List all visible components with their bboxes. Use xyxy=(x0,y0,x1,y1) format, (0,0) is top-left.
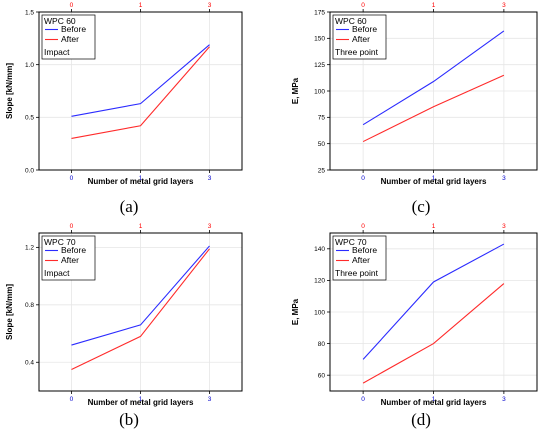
top-x-tick-label: 3 xyxy=(502,223,506,230)
y-tick-label: 60 xyxy=(318,373,326,380)
y-tick-label: 1.0 xyxy=(25,62,34,69)
chart-panel: 25 50 75 100 125 150 175 0 0 1 1 3 3 Number of metal … xyxy=(291,2,538,216)
legend-title: WPC 70 xyxy=(44,237,76,247)
top-x-tick-label: 0 xyxy=(361,223,365,230)
legend-entry: After xyxy=(61,34,79,44)
x-tick-label: 0 xyxy=(70,396,74,403)
legend-box xyxy=(332,14,387,60)
y-tick-label: 50 xyxy=(318,141,326,148)
y-tick-label: 175 xyxy=(314,9,325,16)
chart-panel: 60 80 100 120 140 0 0 1 1 3 3 Number of metal grid … xyxy=(291,223,538,429)
series-line-before xyxy=(71,245,210,346)
series-line-before xyxy=(362,30,505,126)
y-tick-label: 100 xyxy=(314,88,325,95)
x-tick-label: 1 xyxy=(139,175,143,182)
y-tick-label: 0.0 xyxy=(25,167,34,174)
y-axis-label: Slope [kN/mm] xyxy=(5,63,14,119)
chart-panel: 0.0 0.5 1.0 1.5 0 0 1 1 3 3 Number of metal grid l… xyxy=(5,2,243,216)
top-x-tick-label: 3 xyxy=(208,223,212,230)
y-tick-label: 1.2 xyxy=(25,245,34,252)
legend-note: Three point xyxy=(335,47,379,57)
legend-title: WPC 70 xyxy=(335,237,367,247)
top-x-tick-label: 0 xyxy=(361,2,365,9)
x-tick-label: 3 xyxy=(208,396,212,403)
y-axis-label: E, MPa xyxy=(291,298,300,325)
x-axis-label: Number of metal grid layers xyxy=(381,177,487,186)
series-line-after xyxy=(71,46,210,139)
x-tick-label: 1 xyxy=(432,175,436,182)
y-tick-label: 75 xyxy=(318,115,326,122)
x-axis-label: Number of metal grid layers xyxy=(88,398,194,407)
x-tick-label: 0 xyxy=(70,175,74,182)
y-tick-label: 100 xyxy=(314,309,325,316)
x-tick-label: 0 xyxy=(361,396,365,403)
top-x-tick-label: 3 xyxy=(208,2,212,9)
legend-note: Impact xyxy=(44,268,70,278)
x-tick-label: 1 xyxy=(432,396,436,403)
top-x-tick-label: 0 xyxy=(70,2,74,9)
legend-entry: Before xyxy=(352,24,377,34)
legend-box xyxy=(41,14,96,60)
legend-entry: After xyxy=(61,255,79,265)
x-tick-label: 3 xyxy=(502,396,506,403)
series-line-after xyxy=(362,283,505,384)
legend-entry: After xyxy=(352,34,370,44)
y-tick-label: 120 xyxy=(314,278,325,285)
series-line-after xyxy=(71,248,210,370)
y-tick-label: 125 xyxy=(314,62,325,69)
x-tick-label: 3 xyxy=(208,175,212,182)
panel-label: (a) xyxy=(120,197,139,216)
top-x-tick-label: 1 xyxy=(432,223,436,230)
y-tick-label: 0.5 xyxy=(25,115,34,122)
legend-box xyxy=(332,235,387,281)
series-line-before xyxy=(362,243,505,360)
y-tick-label: 25 xyxy=(318,167,326,174)
x-tick-label: 1 xyxy=(139,396,143,403)
y-tick-label: 0.8 xyxy=(25,302,34,309)
y-tick-label: 80 xyxy=(318,341,326,348)
legend-note: Impact xyxy=(44,47,70,57)
panel-label: (c) xyxy=(412,197,431,216)
top-x-tick-label: 1 xyxy=(432,2,436,9)
legend-note: Three point xyxy=(335,268,379,278)
top-x-tick-label: 0 xyxy=(70,223,74,230)
x-tick-label: 0 xyxy=(361,175,365,182)
y-tick-label: 150 xyxy=(314,36,325,43)
y-tick-label: 140 xyxy=(314,246,325,253)
panel-label: (b) xyxy=(119,410,139,429)
panel-label: (d) xyxy=(411,410,431,429)
top-x-tick-label: 1 xyxy=(139,2,143,9)
legend-title: WPC 60 xyxy=(44,16,76,26)
series-line-after xyxy=(362,74,505,143)
y-axis-label: Slope [kN/mm] xyxy=(5,284,14,340)
top-x-tick-label: 3 xyxy=(502,2,506,9)
legend-entry: Before xyxy=(61,24,86,34)
legend-entry: Before xyxy=(352,245,377,255)
chart-panel: 0.4 0.8 1.2 0 0 1 1 3 3 Number of metal grid laye… xyxy=(5,223,243,429)
x-axis-label: Number of metal grid layers xyxy=(88,177,194,186)
x-tick-label: 3 xyxy=(502,175,506,182)
series-line-before xyxy=(71,44,210,117)
y-tick-label: 1.5 xyxy=(25,9,34,16)
top-x-tick-label: 1 xyxy=(139,223,143,230)
legend-title: WPC 60 xyxy=(335,16,367,26)
legend-box xyxy=(41,235,96,281)
legend-entry: Before xyxy=(61,245,86,255)
legend-entry: After xyxy=(352,255,370,265)
y-tick-label: 0.4 xyxy=(25,360,34,367)
x-axis-label: Number of metal grid layers xyxy=(381,398,487,407)
y-axis-label: E, MPa xyxy=(291,77,300,104)
